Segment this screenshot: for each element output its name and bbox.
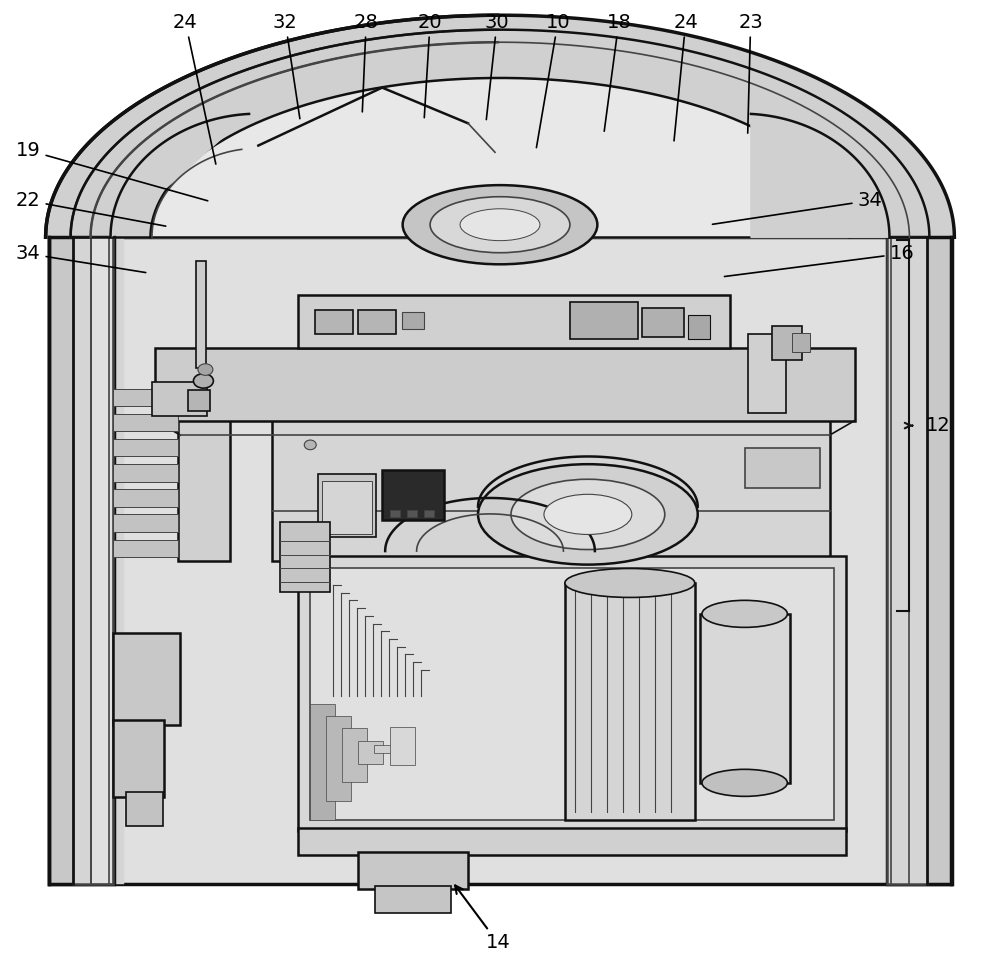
Text: 32: 32: [273, 13, 300, 119]
Bar: [113, 464, 178, 482]
Bar: [152, 382, 207, 416]
Bar: [887, 237, 927, 884]
Text: 20: 20: [418, 13, 442, 118]
Bar: [570, 302, 638, 338]
Ellipse shape: [403, 185, 597, 264]
Bar: [113, 439, 178, 456]
Text: 18: 18: [604, 13, 631, 132]
Text: 28: 28: [354, 13, 379, 112]
Bar: [688, 314, 710, 338]
Ellipse shape: [702, 770, 787, 797]
Bar: [113, 414, 178, 431]
Bar: [106, 237, 124, 884]
Text: 23: 23: [738, 13, 763, 133]
Text: 16: 16: [724, 245, 914, 277]
Bar: [402, 311, 424, 329]
Ellipse shape: [702, 601, 787, 628]
Ellipse shape: [193, 373, 213, 388]
Bar: [49, 237, 951, 884]
Bar: [73, 237, 113, 884]
Ellipse shape: [198, 364, 213, 375]
Bar: [113, 720, 164, 798]
Bar: [565, 583, 695, 820]
Bar: [49, 237, 67, 884]
Bar: [375, 886, 451, 913]
Text: 10: 10: [536, 13, 570, 148]
Bar: [382, 470, 444, 520]
Bar: [298, 295, 730, 348]
Ellipse shape: [478, 464, 698, 565]
Bar: [91, 237, 113, 884]
Bar: [772, 326, 802, 360]
Bar: [73, 237, 91, 884]
Bar: [113, 633, 180, 725]
Text: 22: 22: [16, 191, 166, 226]
Ellipse shape: [511, 480, 665, 549]
Bar: [745, 448, 820, 488]
Text: 24: 24: [173, 13, 216, 164]
Bar: [792, 333, 810, 352]
Bar: [390, 727, 415, 766]
Bar: [298, 828, 846, 855]
Ellipse shape: [544, 494, 632, 535]
Bar: [358, 852, 468, 889]
Bar: [188, 390, 210, 411]
Bar: [390, 510, 400, 517]
Bar: [318, 474, 376, 537]
Bar: [315, 309, 353, 334]
Bar: [126, 793, 163, 826]
Bar: [196, 261, 206, 367]
Bar: [424, 510, 434, 517]
Bar: [272, 418, 830, 561]
Bar: [748, 334, 786, 413]
Bar: [358, 741, 383, 764]
Text: 24: 24: [673, 13, 698, 141]
Text: 34: 34: [16, 245, 146, 273]
Bar: [326, 716, 351, 801]
Bar: [113, 540, 178, 557]
Ellipse shape: [565, 569, 695, 598]
Polygon shape: [111, 114, 249, 237]
Bar: [887, 237, 952, 884]
Ellipse shape: [304, 440, 316, 450]
Text: 19: 19: [16, 141, 208, 201]
Bar: [113, 389, 178, 406]
Text: 30: 30: [485, 13, 509, 120]
Bar: [342, 728, 367, 782]
Bar: [298, 556, 846, 831]
Text: 12: 12: [925, 416, 950, 435]
Text: 34: 34: [712, 191, 882, 224]
Bar: [642, 308, 684, 337]
Bar: [113, 489, 178, 507]
Text: 14: 14: [455, 886, 510, 952]
Bar: [280, 522, 330, 592]
Bar: [322, 481, 372, 534]
Bar: [49, 237, 114, 884]
Bar: [178, 353, 230, 561]
Bar: [155, 348, 855, 421]
Bar: [113, 514, 178, 532]
Bar: [374, 746, 399, 753]
Bar: [91, 237, 109, 884]
Polygon shape: [751, 114, 889, 237]
Bar: [407, 510, 417, 517]
Bar: [358, 309, 396, 334]
Bar: [310, 568, 834, 820]
Ellipse shape: [430, 196, 570, 252]
Bar: [700, 614, 790, 783]
Ellipse shape: [460, 209, 540, 241]
Bar: [310, 704, 335, 820]
